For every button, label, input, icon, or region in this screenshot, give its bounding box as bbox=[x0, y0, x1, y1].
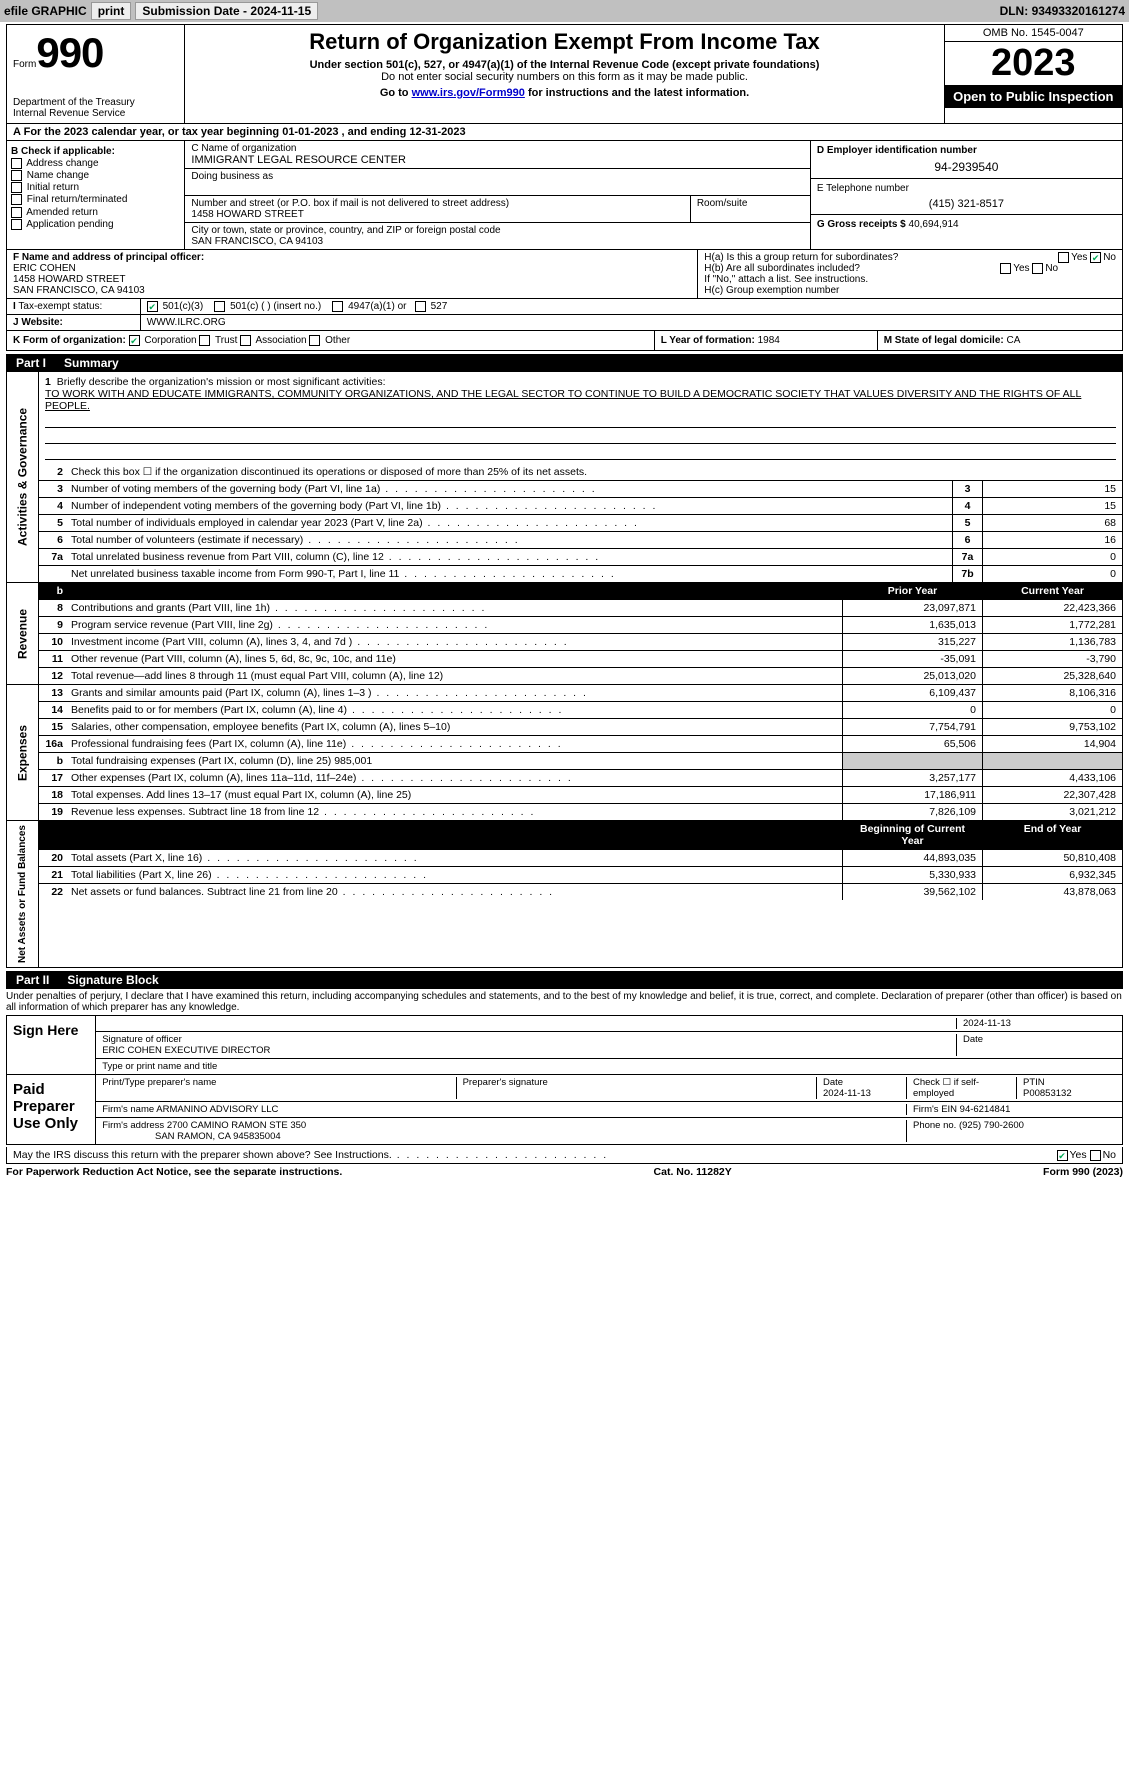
section-i: 501(c)(3) 501(c) ( ) (insert no.) 4947(a… bbox=[141, 299, 1122, 314]
paid-preparer: Paid Preparer Use Only bbox=[7, 1075, 96, 1144]
part-2-header: Part IISignature Block bbox=[6, 971, 1123, 989]
org-city: SAN FRANCISCO, CA 94103 bbox=[191, 236, 803, 247]
tax-year: 2023 bbox=[945, 42, 1122, 85]
discuss-line: May the IRS discuss this return with the… bbox=[6, 1147, 1123, 1164]
gross-receipts: 40,694,914 bbox=[909, 219, 959, 230]
section-c: C Name of organizationIMMIGRANT LEGAL RE… bbox=[185, 141, 809, 249]
irs-link[interactable]: www.irs.gov/Form990 bbox=[412, 87, 525, 99]
line-3: Number of voting members of the governin… bbox=[67, 481, 952, 497]
public-inspection: Open to Public Inspection bbox=[945, 85, 1122, 108]
form-subtitle-3: Go to www.irs.gov/Form990 for instructio… bbox=[189, 87, 939, 99]
line-6: Total number of volunteers (estimate if … bbox=[67, 532, 952, 548]
sign-here: Sign Here bbox=[7, 1016, 96, 1074]
dln: DLN: 93493320161274 bbox=[1000, 4, 1125, 18]
section-l: L Year of formation: 1984 bbox=[654, 331, 877, 350]
phone: (415) 321-8517 bbox=[817, 198, 1116, 210]
omb-number: OMB No. 1545-0047 bbox=[945, 25, 1122, 42]
form-number: 990 bbox=[36, 29, 103, 76]
sidebar-revenue: Revenue bbox=[7, 583, 39, 684]
efile-label: efile GRAPHIC bbox=[4, 4, 87, 18]
sidebar-governance: Activities & Governance bbox=[7, 372, 39, 582]
form-footer: Form 990 (2023) bbox=[1043, 1166, 1123, 1178]
line-7a: Total unrelated business revenue from Pa… bbox=[67, 549, 952, 565]
form-title: Return of Organization Exempt From Incom… bbox=[189, 29, 939, 55]
line-7b: Net unrelated business taxable income fr… bbox=[67, 566, 952, 582]
section-m: M State of legal domicile: CA bbox=[877, 331, 1122, 350]
part-1-header: Part ISummary bbox=[6, 354, 1123, 372]
form-label: Form bbox=[13, 59, 36, 70]
mission: 1 Briefly describe the organization's mi… bbox=[39, 372, 1122, 464]
section-k: K Form of organization: Corporation Trus… bbox=[7, 331, 654, 350]
line-2: Check this box ☐ if the organization dis… bbox=[67, 464, 1122, 480]
section-i-label: I Tax-exempt status: bbox=[7, 299, 141, 314]
ein: 94-2939540 bbox=[817, 160, 1116, 174]
form-subtitle-1: Under section 501(c), 527, or 4947(a)(1)… bbox=[189, 59, 939, 71]
pra-notice: For Paperwork Reduction Act Notice, see … bbox=[6, 1166, 342, 1178]
form-subtitle-2: Do not enter social security numbers on … bbox=[189, 71, 939, 83]
section-j-label: J Website: bbox=[7, 315, 141, 330]
dept-label: Department of the Treasury Internal Reve… bbox=[13, 97, 178, 119]
line-5: Total number of individuals employed in … bbox=[67, 515, 952, 531]
top-toolbar: efile GRAPHIC print Submission Date - 20… bbox=[0, 0, 1129, 22]
org-name: IMMIGRANT LEGAL RESOURCE CENTER bbox=[191, 154, 803, 166]
line-a: A For the 2023 calendar year, or tax yea… bbox=[7, 124, 1122, 140]
signature-penalty: Under penalties of perjury, I declare th… bbox=[6, 991, 1123, 1013]
cat-no: Cat. No. 11282Y bbox=[654, 1166, 732, 1178]
sidebar-net: Net Assets or Fund Balances bbox=[7, 821, 39, 967]
website: WWW.ILRC.ORG bbox=[141, 315, 1122, 330]
section-d: D Employer identification number94-29395… bbox=[810, 141, 1122, 249]
print-button[interactable]: print bbox=[91, 2, 132, 20]
section-b: B Check if applicable: Address change Na… bbox=[7, 141, 185, 249]
section-h: H(a) Is this a group return for subordin… bbox=[698, 250, 1122, 298]
sidebar-expenses: Expenses bbox=[7, 685, 39, 820]
section-f: F Name and address of principal officer:… bbox=[7, 250, 698, 298]
line-4: Number of independent voting members of … bbox=[67, 498, 952, 514]
form-header: Form990 Department of the Treasury Inter… bbox=[6, 24, 1123, 124]
org-address: 1458 HOWARD STREET bbox=[191, 209, 683, 220]
submission-date: Submission Date - 2024-11-15 bbox=[135, 2, 318, 20]
